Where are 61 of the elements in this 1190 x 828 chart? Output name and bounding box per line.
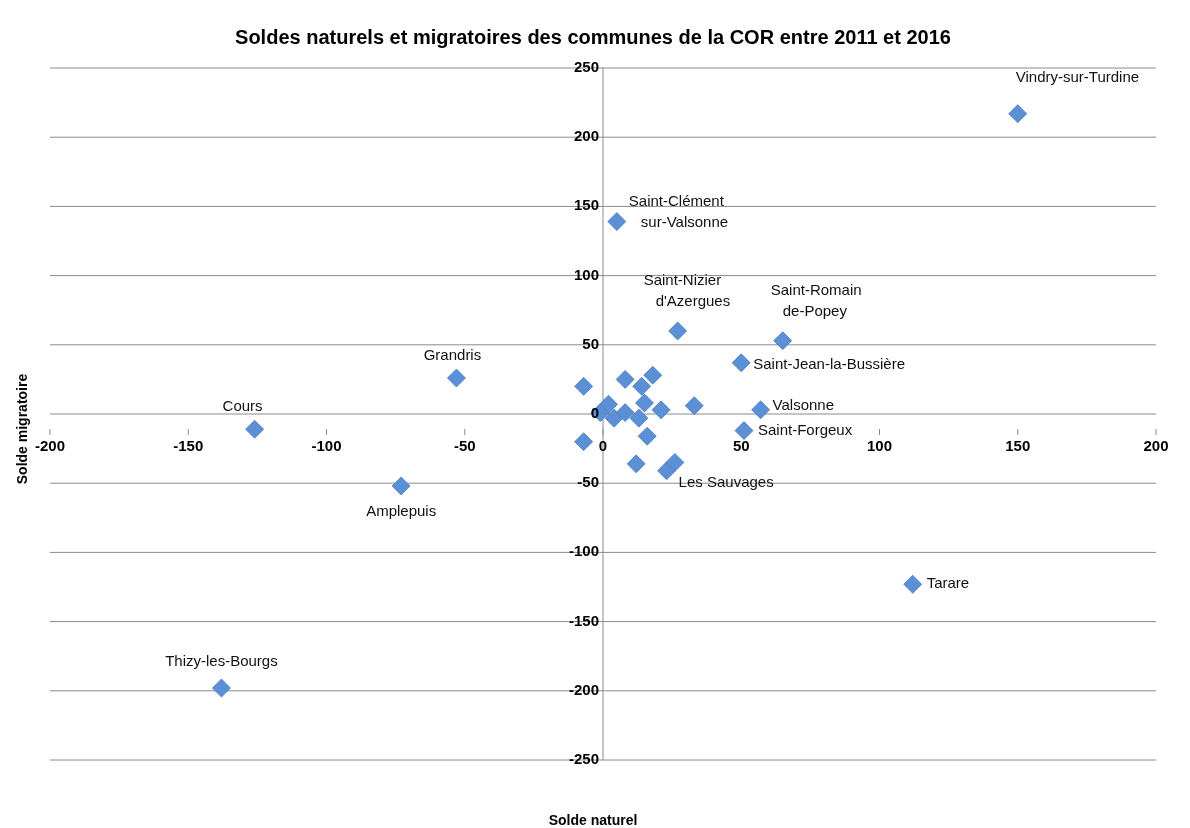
y-tick-label: 50 [582,334,599,352]
point [903,574,923,594]
point [643,365,663,385]
y-tick-label: 100 [573,265,599,283]
point [615,403,635,423]
annotation: Saint-Forgeux [758,420,853,438]
annotation: Les Sauvages [678,472,774,490]
annotation: Amplepuis [366,501,437,519]
x-tick-label: -200 [34,436,66,454]
point [615,370,635,389]
annotation: Grandris [423,345,482,363]
point [574,432,594,452]
point [574,376,594,396]
point [212,678,231,698]
point [604,408,624,428]
y-tick-label: 150 [573,196,599,214]
x-tick-label: -50 [453,436,476,454]
y-tick-label: -150 [568,611,599,629]
annotation: Thizy-les-Bourgs [165,652,278,669]
annotation: Vindry-sur-Turdine [1015,67,1140,85]
point [632,376,652,396]
point [1008,104,1028,124]
point [391,476,411,496]
point [734,421,754,441]
x-tick-label: 200 [1143,436,1169,454]
y-tick-label: -100 [568,542,599,560]
point [637,426,657,446]
chart-title: Soldes naturels et migratoires des communes de la COR entre 2011 et 2016 [234,26,952,49]
x-tick-label: 150 [1005,436,1031,454]
point [607,212,627,232]
y-tick-label: 250 [573,57,599,75]
annotation: Saint-Clément sur-Valsonne [628,191,729,230]
point [751,400,770,420]
annotation: Tarare [926,574,970,592]
y-axis-title: Solde migratoire [14,373,30,485]
y-tick-label: -200 [568,680,599,698]
point [635,393,654,413]
annotation: Saint-Nizier d'Azergues [643,270,731,309]
point [731,353,751,373]
x-tick-label: -150 [173,436,204,454]
point [651,400,671,420]
x-tick-label: 50 [732,436,750,454]
y-tick-label: 200 [573,127,599,145]
x-tick-label: 100 [866,436,893,454]
point [245,419,265,439]
annotation: Cours [222,397,263,415]
annotation: Saint-Romain de-Popey [770,280,862,319]
x-tick-label: -100 [311,436,342,454]
annotation: Saint-Jean-la-Bussière [753,354,905,372]
y-tick-label: -50 [577,473,599,491]
x-axis-title: Solde naturel [547,812,639,828]
point [773,331,793,351]
point [668,321,688,341]
y-tick-label: 0 [590,403,599,421]
point [629,408,649,428]
y-tick-label: -250 [568,749,599,767]
point [447,368,466,388]
point [665,453,685,472]
annotation: Valsonne [772,395,835,413]
point [626,454,646,474]
point [684,396,704,416]
